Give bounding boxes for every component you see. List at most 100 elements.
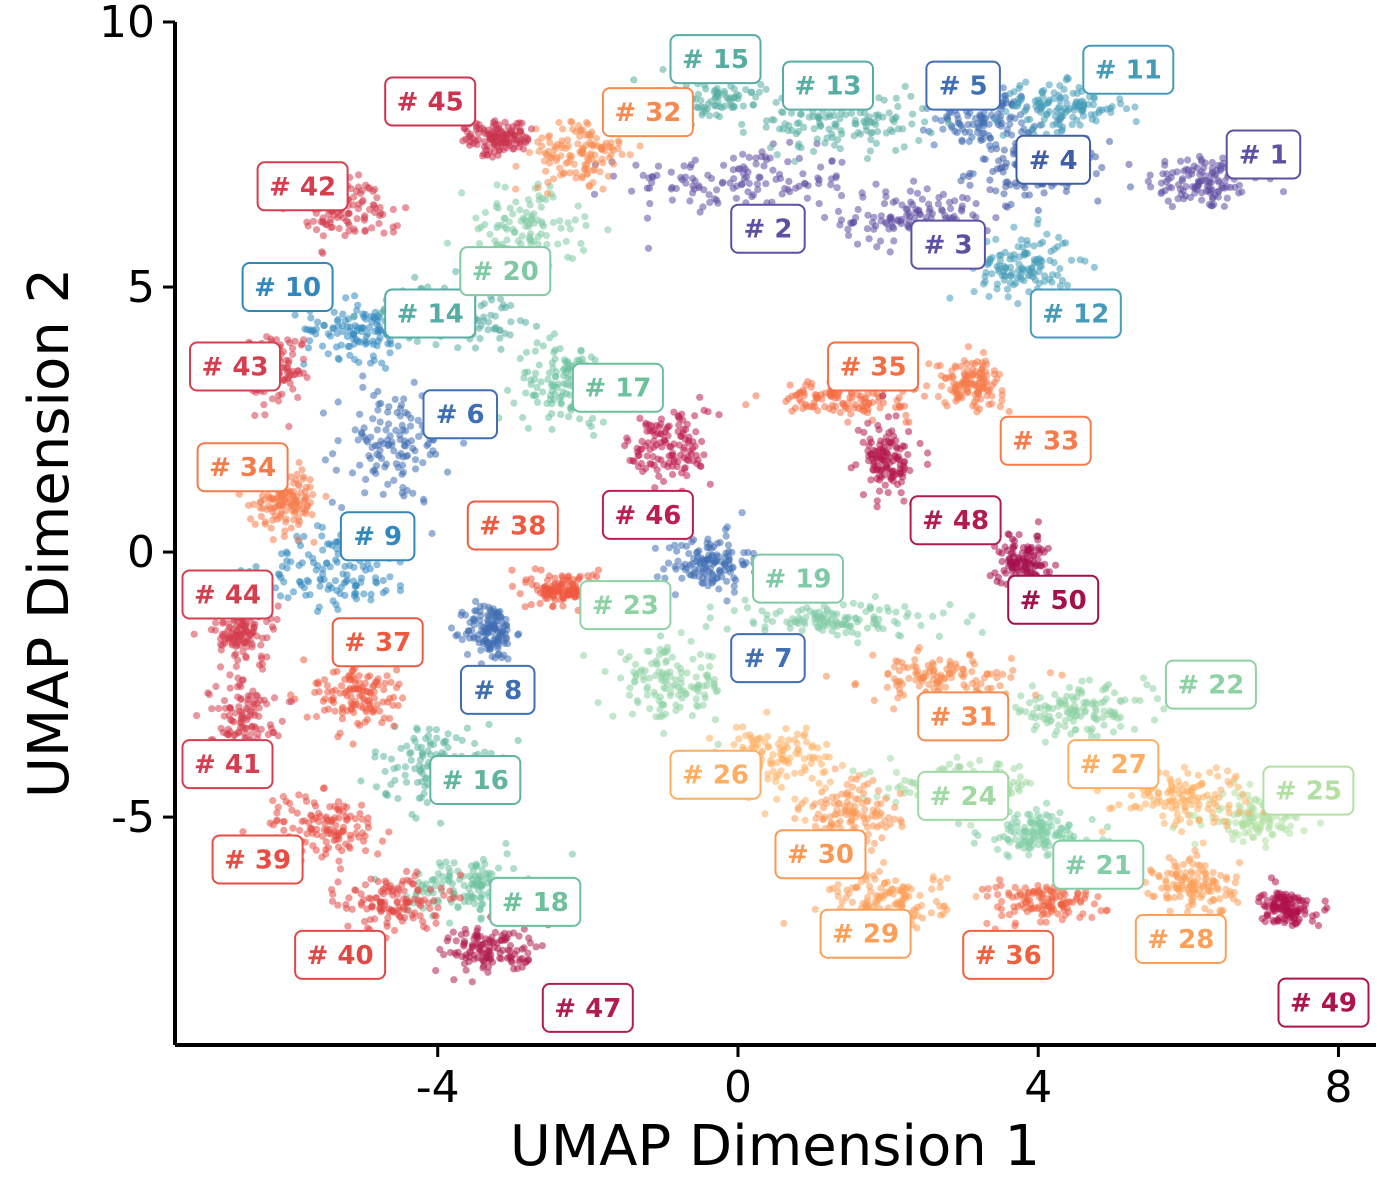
data-point [579, 145, 587, 153]
data-point [537, 203, 545, 211]
data-point [811, 822, 820, 831]
data-point [503, 236, 511, 244]
data-point [671, 591, 680, 599]
data-point [797, 616, 805, 624]
data-point [351, 322, 359, 330]
data-point [918, 105, 927, 113]
data-point [916, 891, 924, 900]
data-point [398, 489, 406, 497]
data-point [1057, 900, 1065, 908]
data-point [458, 189, 466, 197]
data-point [1038, 121, 1046, 129]
data-point [341, 591, 349, 600]
data-point [873, 793, 881, 801]
data-point [463, 724, 471, 732]
data-point [843, 781, 851, 789]
data-point [516, 355, 524, 363]
data-point [493, 181, 501, 189]
data-point [329, 325, 337, 333]
data-point [896, 782, 904, 790]
data-point [587, 353, 595, 361]
data-point [860, 770, 869, 778]
data-point [844, 225, 852, 233]
data-point [937, 911, 945, 919]
data-point [475, 240, 484, 248]
data-point [1186, 855, 1194, 863]
data-point [533, 398, 542, 406]
data-point [1058, 916, 1066, 924]
data-point [849, 599, 858, 607]
data-point [1159, 812, 1167, 820]
data-point [554, 240, 562, 248]
data-point [592, 134, 601, 142]
data-point [557, 400, 565, 408]
data-point [992, 116, 1000, 124]
data-point [738, 120, 746, 128]
data-point [1107, 108, 1115, 117]
data-point [943, 906, 951, 914]
data-point [412, 465, 420, 473]
data-point [1066, 830, 1074, 838]
data-point [799, 387, 807, 395]
data-point [1181, 807, 1189, 815]
data-point [460, 881, 468, 890]
data-point [304, 344, 312, 352]
data-point [656, 693, 665, 701]
data-point [1037, 105, 1045, 113]
data-point [1017, 236, 1025, 244]
data-point [810, 125, 818, 133]
data-point [953, 753, 961, 761]
data-point [1168, 203, 1176, 211]
data-point [693, 103, 701, 111]
data-point [472, 860, 480, 868]
data-point [531, 369, 540, 377]
data-point [836, 115, 844, 123]
data-point [995, 265, 1003, 273]
data-point [752, 392, 760, 400]
data-point [419, 459, 427, 467]
data-point [752, 93, 760, 101]
data-point [1061, 94, 1069, 102]
data-point [1127, 792, 1136, 800]
data-point [713, 186, 721, 194]
data-point [996, 834, 1004, 842]
data-point [1056, 265, 1064, 273]
data-point [1170, 797, 1178, 805]
data-point [1075, 101, 1083, 109]
data-point [607, 139, 615, 147]
data-point [432, 450, 440, 458]
data-point [1045, 841, 1053, 850]
data-point [557, 224, 565, 232]
data-point [522, 389, 530, 397]
data-point [728, 564, 736, 572]
data-point [1088, 913, 1096, 922]
data-point [545, 369, 554, 377]
data-point [1240, 819, 1248, 828]
data-point [1181, 797, 1189, 805]
data-point [1037, 262, 1045, 270]
data-point [825, 886, 834, 894]
data-point [833, 631, 842, 639]
data-point [677, 629, 685, 637]
data-point [959, 125, 967, 133]
data-point [838, 761, 847, 770]
data-point [471, 607, 479, 615]
data-point [680, 162, 688, 170]
data-point [1006, 838, 1014, 846]
data-point [252, 563, 260, 571]
data-point [891, 803, 899, 812]
data-point [502, 615, 510, 624]
data-point [814, 112, 822, 120]
data-point [1164, 789, 1172, 797]
data-point [381, 679, 389, 687]
data-point [748, 193, 756, 201]
data-point [534, 184, 542, 192]
data-point [494, 644, 502, 652]
data-point [491, 312, 499, 320]
data-point [981, 155, 989, 163]
data-point [826, 778, 834, 786]
data-point [980, 280, 988, 288]
data-point [527, 376, 535, 384]
data-point [334, 605, 342, 614]
data-point [1250, 833, 1258, 842]
